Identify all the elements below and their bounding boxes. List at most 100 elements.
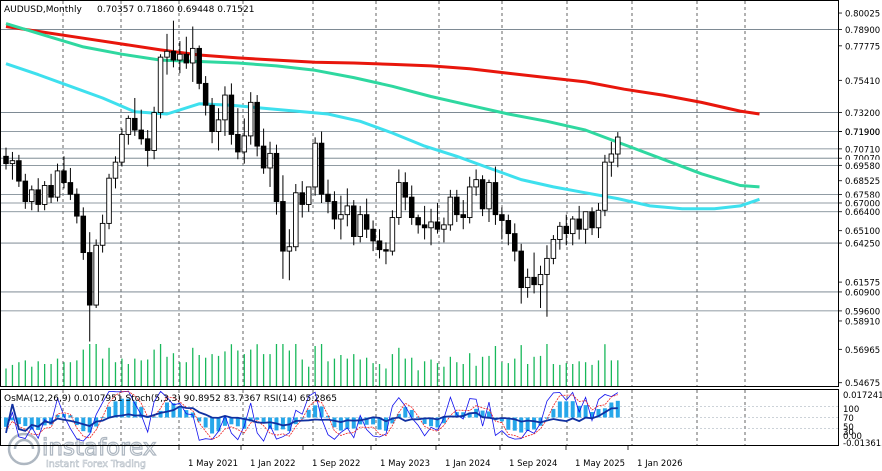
candle-body: [215, 119, 222, 132]
candle-body: [499, 214, 505, 221]
candle-body: [331, 201, 338, 220]
osma-bar: [564, 401, 569, 418]
osma-bar: [16, 417, 21, 425]
level-label-bg: [840, 159, 882, 171]
indicator-frame: [0, 389, 839, 446]
candle-body: [273, 152, 280, 202]
candle-body: [41, 185, 48, 205]
level-label: 0.60900: [845, 288, 880, 298]
osma-bar: [512, 417, 517, 431]
candle-body: [318, 142, 325, 195]
candle-body: [48, 185, 54, 198]
candle-body: [61, 170, 67, 184]
osma-bar: [371, 417, 376, 425]
indicator-axis-label: 100: [843, 405, 859, 415]
volume-histogram: [5, 344, 619, 386]
candle-body: [421, 224, 428, 229]
candle-body: [9, 160, 16, 165]
price-tick-label: 0.77775: [845, 42, 880, 52]
osma-bar: [519, 417, 524, 433]
price-tick-label: 0.61575: [845, 279, 880, 289]
candlesticks: [3, 20, 621, 342]
osma-bar: [4, 417, 8, 427]
candle-body: [524, 276, 531, 289]
indicator-panel: [0, 390, 838, 442]
candle-body: [228, 94, 235, 135]
osma-bar: [139, 407, 144, 418]
time-axis-label: 1 Jan 2022: [250, 459, 296, 469]
osma-bar: [441, 417, 446, 424]
ma-line: [5, 22, 760, 189]
level-label: 0.71900: [845, 128, 880, 138]
candle-body: [447, 196, 454, 226]
indicator-axis-label: 70: [843, 414, 854, 424]
candle-body: [196, 47, 202, 84]
candle-body: [428, 221, 434, 229]
candle-body: [35, 189, 41, 205]
candle-body: [473, 179, 479, 188]
candle-body: [151, 112, 157, 151]
osma-bar: [255, 417, 260, 420]
horizontal-levels: [0, 29, 838, 312]
candle-body: [408, 196, 415, 219]
candle-body: [177, 53, 183, 61]
level-label-bg: [840, 305, 882, 317]
osma-bar: [377, 417, 382, 430]
candle-body: [247, 101, 254, 137]
osma-bar: [113, 401, 118, 418]
osma-bar: [10, 417, 15, 421]
osma-bar: [132, 401, 137, 418]
osma-bar: [583, 405, 588, 418]
candle-body: [74, 193, 80, 217]
candle-body: [267, 152, 273, 169]
candle-body: [305, 186, 312, 205]
candle-body: [280, 201, 286, 252]
price-tick-label: 0.65100: [845, 227, 880, 237]
level-label: 0.67580: [845, 191, 880, 201]
candle-body: [299, 192, 305, 205]
osma-bar: [261, 417, 266, 424]
osma-bar: [551, 408, 556, 418]
candle-body: [312, 142, 318, 188]
osma-bar: [422, 417, 427, 424]
osma-bar: [119, 398, 124, 418]
candle-body: [512, 233, 518, 252]
candle-body: [357, 214, 363, 237]
candle-body: [325, 193, 331, 202]
candle-body: [544, 257, 550, 275]
candle-body: [363, 214, 370, 230]
osma-bar: [165, 402, 169, 418]
candle-body: [602, 161, 608, 211]
level-label-bg: [840, 206, 882, 218]
candle-body: [119, 133, 125, 163]
osma-bar: [570, 401, 575, 418]
candle-body: [582, 211, 589, 230]
osma-bar: [467, 412, 472, 418]
price-grid: [62, 1, 746, 445]
osma-bar: [596, 408, 601, 418]
candle-body: [486, 182, 492, 210]
candle-body: [190, 47, 196, 64]
osma-bar: [383, 417, 388, 431]
osma-bar: [338, 417, 343, 431]
candle-body: [466, 186, 473, 219]
osma-bar: [480, 410, 485, 418]
osma-bar: [313, 405, 318, 418]
candle-body: [209, 104, 215, 132]
ma-line: [5, 25, 760, 116]
level-label: 0.73200: [845, 109, 880, 119]
osma-bar: [152, 416, 157, 418]
candle-body: [67, 182, 74, 195]
level-label: 0.70710: [845, 145, 880, 155]
level-label: 0.64250: [845, 240, 880, 250]
candle-body: [454, 196, 460, 216]
osma-bar: [216, 417, 221, 432]
level-label-bg: [840, 286, 882, 298]
candle-body: [144, 138, 151, 151]
level-label: 0.66400: [845, 208, 880, 218]
price-tick-label: 0.56965: [845, 346, 880, 356]
candle-body: [434, 221, 441, 230]
candle-body: [615, 136, 621, 155]
indicator-axis-label: 0.017241: [843, 391, 882, 401]
